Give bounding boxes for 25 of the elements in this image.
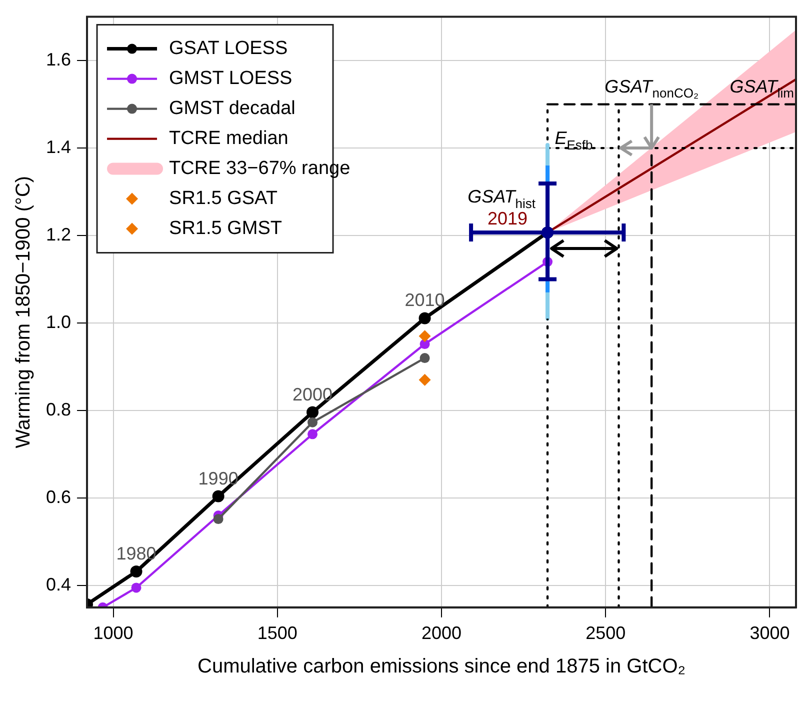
x-tick-label: 3000 xyxy=(750,623,790,644)
y-tick-label: 1.2 xyxy=(46,224,72,245)
y-axis-title: Warming from 1850−1900 (°C) xyxy=(12,176,35,448)
annotation: 1990 xyxy=(198,468,238,488)
legend-label: TCRE median xyxy=(169,128,288,150)
y-tick-label: 1.0 xyxy=(46,312,72,332)
annotation: 2010 xyxy=(404,290,445,310)
y-tick-label: 1.4 xyxy=(46,137,72,158)
legend-label: GMST decadal xyxy=(169,98,296,120)
y-tick-label: 0.4 xyxy=(46,574,72,594)
legend-label: GSAT LOESS xyxy=(169,38,288,60)
y-tick-label: 1.6 xyxy=(46,50,72,70)
y-tick-label: 0.8 xyxy=(46,400,72,420)
y-tick-label: 0.6 xyxy=(46,487,72,507)
annotation: 2019 xyxy=(487,208,528,228)
annotation: 2000 xyxy=(292,384,333,404)
x-tick-label: 1000 xyxy=(93,623,134,644)
x-tick-label: 1500 xyxy=(257,623,298,644)
annotation: 1980 xyxy=(116,544,156,564)
legend-label: SR1.5 GSAT xyxy=(169,188,278,210)
x-tick-label: 2500 xyxy=(586,623,626,644)
x-tick-label: 2000 xyxy=(421,623,462,644)
legend-label: GMST LOESS xyxy=(169,68,292,90)
legend-label: SR1.5 GMST xyxy=(169,218,282,240)
x-axis-title: Cumulative carbon emissions since end 1875 in GtCO₂ xyxy=(198,656,686,678)
